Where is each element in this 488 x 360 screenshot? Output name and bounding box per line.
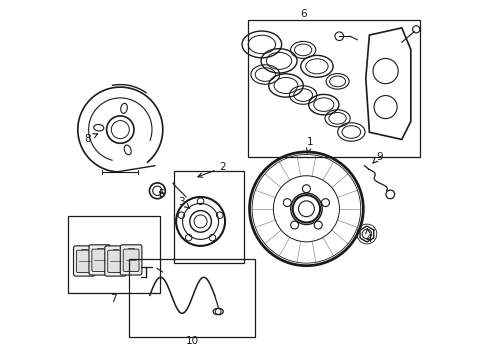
- FancyBboxPatch shape: [73, 246, 95, 276]
- FancyBboxPatch shape: [104, 246, 126, 276]
- Text: 7: 7: [110, 294, 116, 304]
- FancyBboxPatch shape: [123, 249, 139, 271]
- FancyBboxPatch shape: [92, 249, 107, 271]
- Bar: [174, 171, 244, 263]
- Bar: [68, 216, 160, 293]
- Text: 4: 4: [365, 229, 371, 244]
- Text: 2: 2: [198, 162, 226, 177]
- Text: 10: 10: [185, 336, 199, 346]
- FancyBboxPatch shape: [76, 250, 92, 273]
- Text: 3: 3: [178, 197, 189, 208]
- FancyBboxPatch shape: [107, 250, 123, 273]
- Bar: [129, 259, 255, 337]
- Text: 9: 9: [372, 152, 382, 163]
- Text: 1: 1: [306, 137, 313, 153]
- Text: 6: 6: [300, 9, 306, 19]
- Text: 5: 5: [158, 189, 164, 199]
- FancyBboxPatch shape: [120, 245, 142, 275]
- Text: 8: 8: [84, 134, 98, 144]
- FancyBboxPatch shape: [89, 245, 110, 275]
- Bar: [247, 20, 419, 157]
